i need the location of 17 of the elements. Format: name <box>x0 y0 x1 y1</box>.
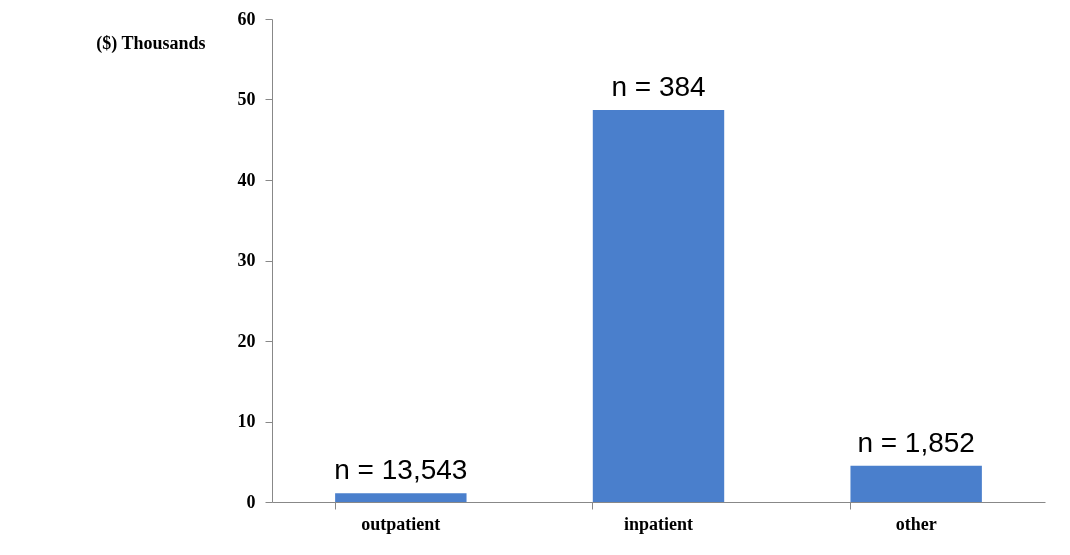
bar <box>592 109 725 502</box>
y-tick-label: 30 <box>237 250 256 270</box>
x-tick-label: outpatient <box>361 513 441 534</box>
x-tick-label: inpatient <box>623 513 694 534</box>
annotation: n = 384 <box>611 70 706 102</box>
y-tick-label: 0 <box>246 491 256 512</box>
y-tick-label: 40 <box>237 169 256 190</box>
y-tick-label: 50 <box>237 89 256 109</box>
y-tick-label: 10 <box>237 411 256 431</box>
annotation: n = 13,543 <box>334 454 468 486</box>
x-tick-label: other <box>895 513 937 534</box>
y-tick-label: 20 <box>237 330 256 351</box>
bar <box>335 493 467 502</box>
y-axis-title: ($) Thousands <box>96 32 206 54</box>
bar <box>850 465 982 502</box>
y-tick-label: 60 <box>237 8 256 29</box>
annotation: n = 1,852 <box>857 426 975 458</box>
